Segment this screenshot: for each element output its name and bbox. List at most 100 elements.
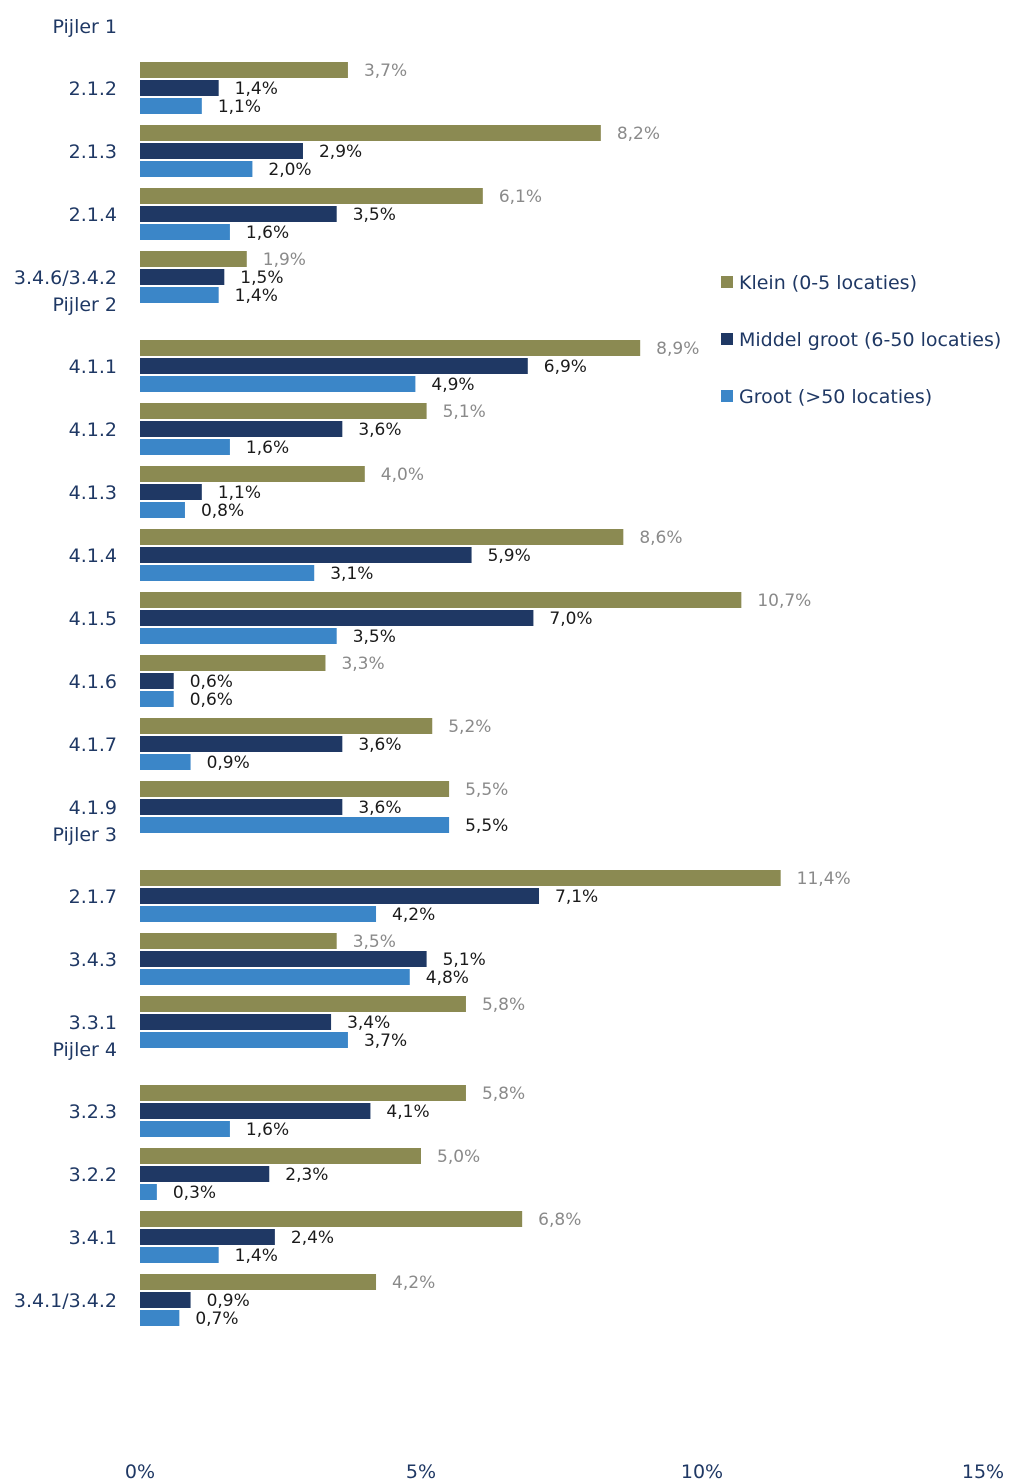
bar-klein xyxy=(140,125,601,141)
data-label: 3,6% xyxy=(358,735,401,755)
pillar-label: Pijler 3 xyxy=(52,824,117,846)
bar-groot xyxy=(140,376,416,392)
data-label: 1,4% xyxy=(235,1246,278,1266)
bar-middel-groot xyxy=(140,358,528,374)
pillar-group: Pijler 4 3.2.3 5,8% 4,1% 1,6% 3.2.2 5,0% 2,3% 0,… xyxy=(14,1039,581,1329)
bar-groot xyxy=(140,754,191,770)
data-label: 3,7% xyxy=(364,1031,407,1051)
bar-groot xyxy=(140,224,230,240)
pillar-label: Pijler 1 xyxy=(52,16,117,38)
category-label: 2.1.2 xyxy=(69,78,117,100)
bar-klein xyxy=(140,718,433,734)
category-label: 4.1.9 xyxy=(69,797,117,819)
category-row: 4.1.9 5,5% 3,6% 5,5% xyxy=(69,780,509,836)
category-label: 2.1.3 xyxy=(69,141,117,163)
category-row: 3.4.1/3.4.2 4,2% 0,9%0,7% xyxy=(14,1273,435,1329)
bar-groot xyxy=(140,817,450,833)
category-row: 3.2.2 5,0% 2,3% 0,3% xyxy=(69,1147,481,1203)
data-label: 5,8% xyxy=(482,995,525,1015)
bar-groot xyxy=(140,287,219,303)
category-label: 3.4.1/3.4.2 xyxy=(14,1290,117,1312)
bar-middel-groot xyxy=(140,610,534,626)
legend-swatch xyxy=(721,390,733,402)
data-label: 1,9% xyxy=(263,250,306,270)
legend-label: Klein (0-5 locaties) xyxy=(739,272,917,294)
category-label: 4.1.1 xyxy=(69,356,117,378)
x-tick-label: 5% xyxy=(406,1461,436,1483)
data-label: 3,6% xyxy=(358,420,401,440)
category-label: 4.1.3 xyxy=(69,482,117,504)
data-label: 5,1% xyxy=(443,950,486,970)
x-tick-label: 0% xyxy=(125,1461,155,1483)
bar-groot xyxy=(140,1121,230,1137)
x-tick-label: 15% xyxy=(962,1461,1004,1483)
legend-label: Groot (>50 locaties) xyxy=(739,386,932,408)
category-row: 3.3.1 5,8% 3,4%3,7% xyxy=(69,995,526,1051)
bar-middel-groot xyxy=(140,951,427,967)
data-label: 3,7% xyxy=(364,61,407,81)
category-row: 2.1.4 6,1% 3,5% 1,6% xyxy=(69,187,542,243)
data-label: 1,6% xyxy=(246,438,289,458)
pillar-group: Pijler 12.1.23,7%1,4%1,1%2.1.38,2%2,9%2,… xyxy=(14,16,660,306)
bar-klein xyxy=(140,529,624,545)
data-label: 1,6% xyxy=(246,223,289,243)
data-label: 0,9% xyxy=(207,753,250,773)
data-label: 8,2% xyxy=(617,124,660,144)
legend: Klein (0-5 locaties) Middel groot (6-50 l… xyxy=(721,272,1001,408)
category-label: 4.1.5 xyxy=(69,608,117,630)
category-row: 3.4.6/3.4.2 1,9%1,5%1,4% xyxy=(14,250,306,306)
category-label: 3.2.3 xyxy=(69,1101,117,1123)
legend-swatch xyxy=(721,276,733,288)
data-label: 5,2% xyxy=(448,717,491,737)
bar-groot xyxy=(140,439,230,455)
bar-groot xyxy=(140,906,377,922)
data-label: 4,2% xyxy=(392,1273,435,1293)
category-label: 4.1.2 xyxy=(69,419,117,441)
bar-middel-groot xyxy=(140,547,472,563)
bar-middel-groot xyxy=(140,799,343,815)
category-row: 3.4.1 6,8% 2,4% 1,4% xyxy=(69,1210,582,1266)
data-label: 4,2% xyxy=(392,905,435,925)
data-label: 1,1% xyxy=(218,483,261,503)
bar-klein xyxy=(140,403,427,419)
data-label: 0,6% xyxy=(190,672,233,692)
data-label: 0,8% xyxy=(201,501,244,521)
bar-klein xyxy=(140,592,742,608)
bar-klein xyxy=(140,870,781,886)
data-label: 8,6% xyxy=(639,528,682,548)
bar-groot xyxy=(140,1032,348,1048)
category-row: 4.1.5 10,7% 7,0% 3,5% xyxy=(69,591,812,647)
data-label: 10,7% xyxy=(757,591,811,611)
chart-groups: Pijler 12.1.23,7%1,4%1,1%2.1.38,2%2,9%2,… xyxy=(14,16,851,1329)
category-label: 3.2.2 xyxy=(69,1164,117,1186)
bar-groot xyxy=(140,1184,157,1200)
pillar-group: Pijler 3 2.1.7 11,4% 7,1% 4,2% 3.4.3 3,5% 5,1%4… xyxy=(52,824,850,1051)
pillar-group: Pijler 2 4.1.1 8,9% 6,9% 4,9% 4.1.2 5,1% 3,6% 1,… xyxy=(52,294,811,836)
bar-klein xyxy=(140,340,641,356)
data-label: 7,1% xyxy=(555,887,598,907)
bar-middel-groot xyxy=(140,484,202,500)
data-label: 4,8% xyxy=(426,968,469,988)
bar-middel-groot xyxy=(140,421,343,437)
data-label: 6,1% xyxy=(499,187,542,207)
data-label: 3,6% xyxy=(358,798,401,818)
data-label: 6,8% xyxy=(538,1210,581,1230)
bar-klein xyxy=(140,466,365,482)
bar-groot xyxy=(140,98,202,114)
category-row: 4.1.1 8,9% 6,9% 4,9% xyxy=(69,339,700,395)
bar-klein xyxy=(140,62,348,78)
data-label: 8,9% xyxy=(656,339,699,359)
data-label: 3,5% xyxy=(353,627,396,647)
bar-groot xyxy=(140,161,253,177)
bar-klein xyxy=(140,1148,421,1164)
data-label: 1,4% xyxy=(235,79,278,99)
legend-label: Middel groot (6-50 locaties) xyxy=(739,329,1001,351)
bar-klein xyxy=(140,1274,377,1290)
bar-middel-groot xyxy=(140,1229,275,1245)
bar-klein xyxy=(140,188,483,204)
bar-middel-groot xyxy=(140,888,540,904)
bar-groot xyxy=(140,1310,180,1326)
bar-klein xyxy=(140,1211,523,1227)
data-label: 5,9% xyxy=(488,546,531,566)
bar-groot xyxy=(140,502,185,518)
